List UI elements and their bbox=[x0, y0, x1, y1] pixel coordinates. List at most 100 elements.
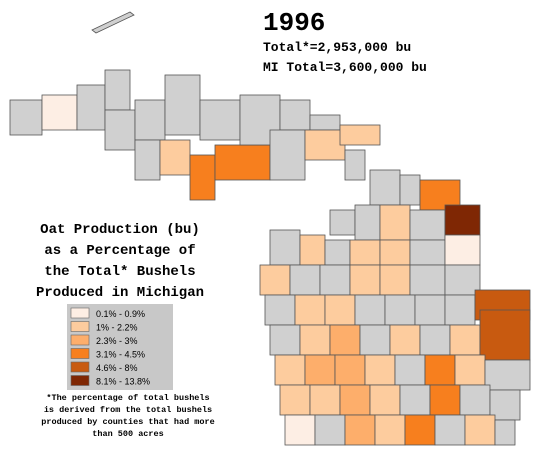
footnote-line: than 500 acres bbox=[92, 429, 163, 439]
county bbox=[409, 264, 446, 296]
legend-label: 1% - 2.2% bbox=[96, 323, 138, 333]
county bbox=[304, 129, 346, 161]
county bbox=[269, 229, 301, 266]
county bbox=[449, 324, 481, 356]
county bbox=[324, 294, 356, 326]
county bbox=[259, 264, 291, 296]
county bbox=[334, 354, 366, 386]
legend-swatch bbox=[70, 375, 90, 386]
legend-label: 2.3% - 3% bbox=[96, 336, 138, 346]
county bbox=[269, 129, 306, 181]
county bbox=[274, 354, 306, 386]
county bbox=[134, 99, 166, 141]
county bbox=[349, 239, 381, 266]
county bbox=[339, 124, 381, 146]
legend: 0.1% - 0.9% 1% - 2.2% 2.3% - 3% 3.1% - 4.5%… bbox=[70, 307, 150, 387]
county bbox=[374, 414, 406, 446]
county bbox=[384, 294, 416, 326]
county bbox=[269, 324, 301, 356]
county bbox=[134, 139, 161, 181]
mi-total: MI Total=3,600,000 bu bbox=[263, 60, 427, 75]
county bbox=[359, 324, 391, 356]
caption-line: as a Percentage of bbox=[44, 243, 195, 259]
county bbox=[409, 209, 446, 241]
legend-swatch bbox=[70, 307, 90, 319]
caption: Oat Production (bu) as a Percentage of the… bbox=[36, 222, 204, 301]
county bbox=[389, 324, 421, 356]
footnote-line: *The percentage of total bushels bbox=[46, 393, 209, 403]
footnote-line: produced by counties that had more bbox=[41, 417, 214, 427]
county bbox=[419, 324, 451, 356]
county bbox=[279, 99, 311, 131]
county bbox=[484, 359, 531, 391]
caption-line: the Total* Bushels bbox=[44, 264, 195, 280]
county bbox=[329, 209, 356, 236]
legend-swatch bbox=[70, 361, 90, 373]
county bbox=[279, 384, 311, 416]
county bbox=[104, 69, 131, 111]
county bbox=[379, 239, 411, 266]
isle-royale bbox=[91, 11, 135, 34]
county bbox=[309, 384, 341, 416]
county bbox=[344, 414, 376, 446]
county bbox=[344, 149, 366, 181]
county bbox=[379, 204, 411, 241]
footnote: *The percentage of total bushels is deriv… bbox=[41, 393, 214, 439]
county bbox=[354, 204, 381, 241]
county bbox=[104, 109, 136, 151]
county bbox=[76, 84, 106, 131]
legend-label: 3.1% - 4.5% bbox=[96, 350, 145, 360]
county bbox=[424, 354, 456, 386]
footnote-line: is derived from the total bushels bbox=[44, 405, 212, 415]
county bbox=[354, 294, 386, 326]
county bbox=[444, 204, 481, 236]
county bbox=[444, 294, 476, 326]
county bbox=[164, 74, 201, 136]
county bbox=[459, 384, 491, 416]
caption-line: Produced in Michigan bbox=[36, 285, 204, 301]
county bbox=[309, 114, 341, 131]
county bbox=[159, 139, 191, 176]
legend-swatch bbox=[70, 334, 90, 346]
county bbox=[464, 414, 496, 446]
county bbox=[369, 384, 401, 416]
legend-label: 0.1% - 0.9% bbox=[96, 309, 145, 319]
county bbox=[264, 294, 296, 326]
county bbox=[319, 264, 351, 296]
county bbox=[454, 354, 486, 386]
legend-label: 8.1% - 13.8% bbox=[96, 377, 150, 387]
county bbox=[409, 239, 446, 266]
county bbox=[314, 414, 346, 446]
county bbox=[399, 174, 421, 206]
county bbox=[324, 239, 351, 266]
county bbox=[189, 154, 216, 201]
county bbox=[289, 264, 321, 296]
county bbox=[349, 264, 381, 296]
county bbox=[364, 354, 396, 386]
county bbox=[369, 169, 401, 206]
county bbox=[444, 234, 481, 266]
county bbox=[339, 384, 371, 416]
county bbox=[394, 354, 426, 386]
county bbox=[494, 419, 516, 446]
total: Total*=2,953,000 bu bbox=[263, 40, 411, 55]
county bbox=[434, 414, 466, 446]
county bbox=[329, 324, 361, 356]
title: 1996 bbox=[263, 8, 325, 38]
county bbox=[399, 384, 431, 416]
county bbox=[41, 94, 78, 131]
legend-swatch bbox=[70, 321, 90, 332]
county bbox=[404, 414, 436, 446]
legend-swatch bbox=[70, 348, 90, 359]
county bbox=[284, 414, 316, 446]
county bbox=[299, 324, 331, 356]
michigan-map bbox=[9, 11, 531, 446]
county bbox=[214, 144, 271, 181]
county bbox=[479, 309, 531, 361]
county bbox=[299, 234, 326, 266]
county bbox=[304, 354, 336, 386]
county bbox=[429, 384, 461, 416]
county bbox=[294, 294, 326, 326]
county bbox=[199, 99, 241, 141]
